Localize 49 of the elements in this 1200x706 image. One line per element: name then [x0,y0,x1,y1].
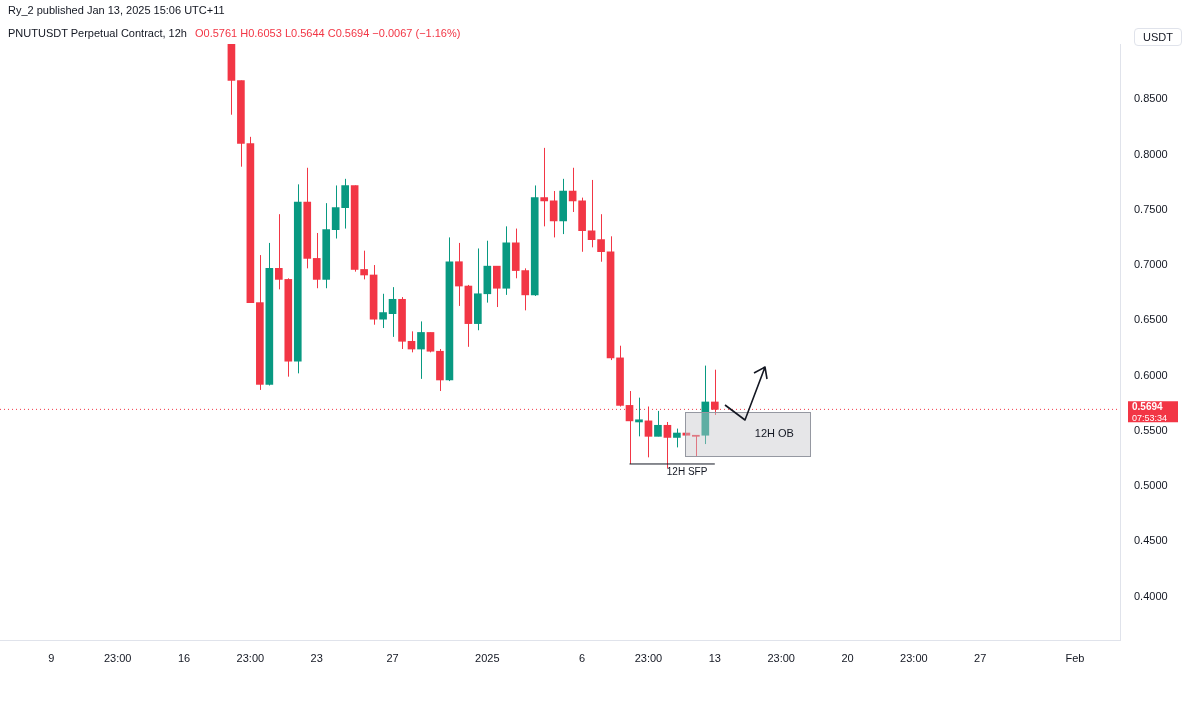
candlestick [635,397,643,437]
y-tick-label: 0.8500 [1134,92,1168,105]
x-tick-label: 23:00 [767,652,795,665]
candlestick [360,250,368,280]
x-tick-label: 9 [48,652,55,665]
x-tick-label: 27 [386,652,399,665]
x-tick-label: 6 [579,652,586,665]
y-tick-label: 0.4500 [1134,534,1168,547]
x-tick-label: 23 [310,652,323,665]
annotation: 12H SFP [666,466,708,478]
y-tick-label: 0.8000 [1134,147,1168,160]
x-tick-label: 16 [177,652,191,665]
candlestick [654,410,662,437]
candlestick [644,406,653,458]
x-tick-label: 20 [841,652,854,665]
candlestick [673,428,681,448]
candlestick [587,179,596,248]
y-tick-label: 0.5000 [1134,479,1168,492]
x-tick-label: 23:00 [900,652,928,665]
y-tick-label: 0.5500 [1134,423,1168,436]
x-tick-label: 13 [708,652,721,665]
annotation: 12H OB [754,427,794,440]
candlestick [492,265,501,308]
candlestick [540,147,549,227]
y-tick-label: 0.6500 [1134,313,1168,326]
candlestick [379,293,387,329]
x-tick-label: Feb [1065,652,1085,665]
x-tick-label: 27 [974,652,987,665]
text: Ry_2 published Jan 13, 2025 15:06 UTC+11 [8,4,225,16]
candlestick [312,232,321,289]
y-tick-label: 0.6000 [1134,368,1168,381]
x-tick-label: 23:00 [103,652,132,665]
x-tick-label: 2025 [475,652,500,665]
candlestick [597,213,605,263]
candlestick [692,434,700,457]
x-tick-label: 23:00 [236,652,265,665]
text: USDT [1134,28,1182,46]
x-tick-label: 23:00 [634,652,663,665]
candlestick [549,190,558,238]
candlestick [663,421,672,469]
y-tick-label: 0.4000 [1134,589,1168,602]
y-tick-label: 0.7000 [1134,258,1168,271]
ref-line-label: 0.5694 [1132,401,1164,413]
text: 07:53:34 [1132,413,1168,424]
chart-subtitle: O0.5761 H0.6053 L0.5644 C0.5694 −0.0067 (−1.16%) [195,27,461,39]
y-tick-label: 0.7500 [1134,202,1168,215]
candlestick [417,320,425,380]
candlestick [388,286,397,338]
chart-title: PNUTUSDT Perpetual Contract, 12h [8,27,187,39]
